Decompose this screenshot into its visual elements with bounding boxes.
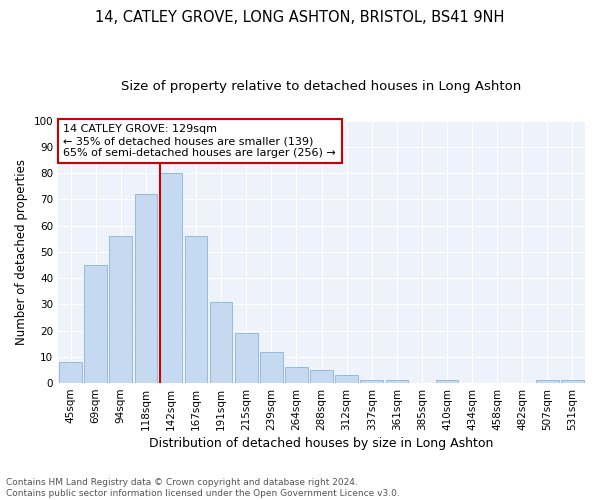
Bar [536, 380, 559, 383]
Bar [335, 375, 358, 383]
Y-axis label: Number of detached properties: Number of detached properties [15, 159, 28, 345]
Text: 14, CATLEY GROVE, LONG ASHTON, BRISTOL, BS41 9NH: 14, CATLEY GROVE, LONG ASHTON, BRISTOL, … [95, 10, 505, 25]
Bar [285, 368, 308, 383]
Bar [210, 302, 232, 383]
Bar [160, 173, 182, 383]
Bar [310, 370, 333, 383]
Bar [561, 380, 584, 383]
Title: Size of property relative to detached houses in Long Ashton: Size of property relative to detached ho… [121, 80, 521, 93]
Bar [260, 352, 283, 383]
Text: 14 CATLEY GROVE: 129sqm
← 35% of detached houses are smaller (139)
65% of semi-d: 14 CATLEY GROVE: 129sqm ← 35% of detache… [64, 124, 336, 158]
Bar [386, 380, 408, 383]
Bar [85, 265, 107, 383]
Bar [361, 380, 383, 383]
Text: Contains HM Land Registry data © Crown copyright and database right 2024.
Contai: Contains HM Land Registry data © Crown c… [6, 478, 400, 498]
Bar [134, 194, 157, 383]
Bar [59, 362, 82, 383]
Bar [235, 333, 257, 383]
Bar [185, 236, 208, 383]
X-axis label: Distribution of detached houses by size in Long Ashton: Distribution of detached houses by size … [149, 437, 494, 450]
Bar [436, 380, 458, 383]
Bar [109, 236, 132, 383]
